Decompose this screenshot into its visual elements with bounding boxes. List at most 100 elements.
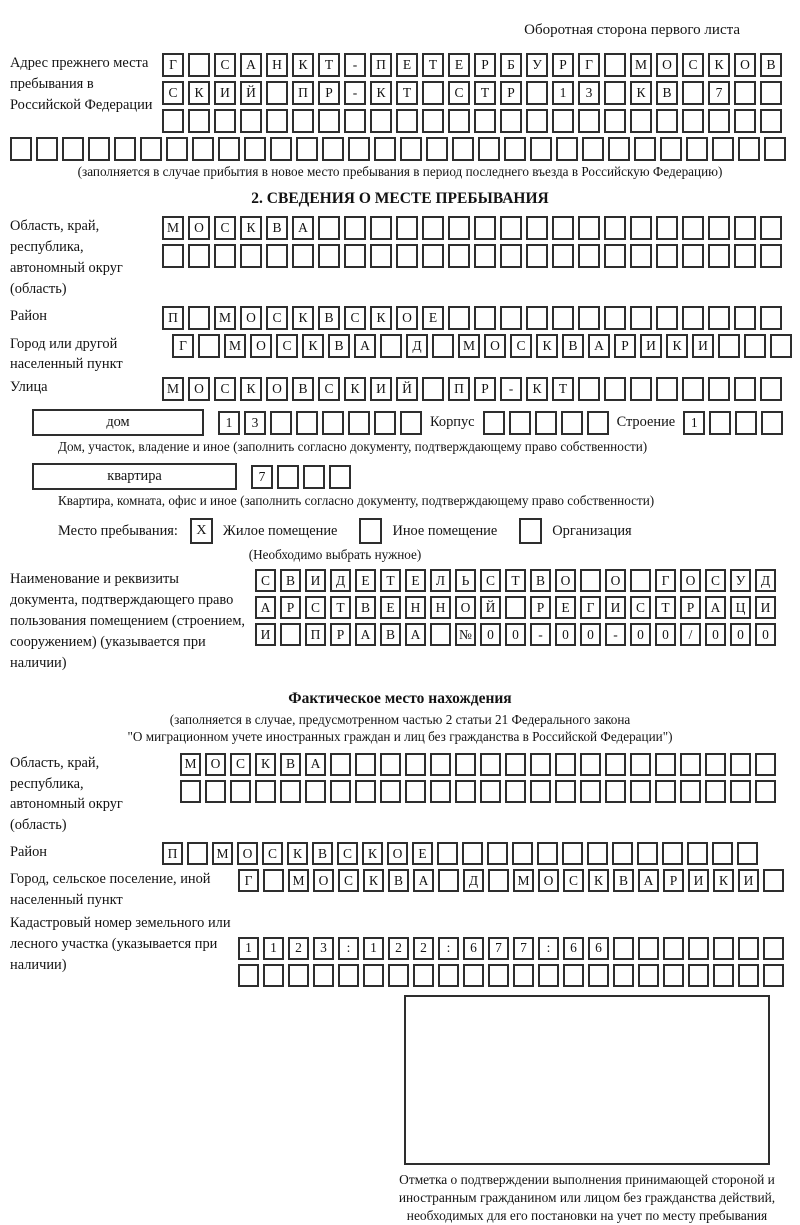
- char-box: С: [214, 216, 236, 240]
- char-box: [630, 109, 652, 133]
- char-box: [562, 842, 583, 866]
- char-box: С: [510, 333, 532, 358]
- char-box: М: [162, 377, 184, 402]
- char-box: [526, 305, 548, 330]
- char-box: К: [370, 81, 392, 105]
- char-box: О: [538, 869, 559, 893]
- char-box: [10, 137, 32, 161]
- char-box: Е: [422, 305, 444, 330]
- char-box: [555, 752, 576, 776]
- korpus-label: Корпус: [430, 414, 475, 431]
- char-box: [205, 779, 226, 803]
- region-row-2: [162, 244, 782, 268]
- char-box: [162, 244, 184, 268]
- char-box: [580, 569, 601, 593]
- char-box: [188, 244, 210, 268]
- char-box: С: [318, 377, 340, 402]
- char-box: :: [538, 936, 559, 960]
- cadastral-label: Кадастровый номер земельного или лесного…: [10, 914, 231, 973]
- char-box: О: [396, 305, 418, 330]
- stay-type-checkbox-organization: [519, 518, 543, 545]
- char-box: 0: [730, 623, 751, 647]
- char-box: [755, 752, 776, 776]
- char-box: [396, 216, 418, 240]
- char-box: К: [363, 869, 384, 893]
- char-box: Т: [655, 596, 676, 620]
- char-box: [238, 963, 259, 987]
- char-box: А: [413, 869, 434, 893]
- char-box: М: [288, 869, 309, 893]
- char-box: [344, 109, 366, 133]
- char-box: С: [162, 81, 184, 105]
- char-box: Е: [412, 842, 433, 866]
- char-box: А: [292, 216, 314, 240]
- char-box: [770, 333, 792, 358]
- char-box: И: [755, 596, 776, 620]
- char-box: П: [370, 53, 392, 77]
- char-box: [505, 752, 526, 776]
- char-box: А: [354, 333, 376, 358]
- char-box: О: [250, 333, 272, 358]
- stay-type-label: Место пребывания:: [58, 522, 178, 539]
- char-box: [214, 109, 236, 133]
- char-box: [660, 137, 682, 161]
- char-box: К: [292, 305, 314, 330]
- char-box: О: [313, 869, 334, 893]
- char-box: [713, 963, 734, 987]
- char-box: [474, 109, 496, 133]
- char-box: [508, 410, 531, 435]
- char-box: [604, 81, 626, 105]
- char-box: О: [237, 842, 258, 866]
- char-box: [682, 244, 704, 268]
- char-box: О: [188, 377, 210, 402]
- char-box: :: [338, 936, 359, 960]
- char-box: [422, 216, 444, 240]
- char-box: О: [455, 596, 476, 620]
- char-box: [604, 109, 626, 133]
- char-box: И: [305, 569, 326, 593]
- char-box: С: [214, 53, 236, 77]
- apartment-cells: 7: [251, 464, 351, 489]
- char-box: [455, 752, 476, 776]
- char-box: Д: [755, 569, 776, 593]
- stay-type-option-organization: Организация: [552, 522, 632, 539]
- char-box: Р: [552, 53, 574, 77]
- confirmation-column: Отметка о подтверждении выполнения прини…: [398, 994, 776, 1225]
- char-box: [630, 779, 651, 803]
- char-box: Е: [555, 596, 576, 620]
- char-box: 0: [630, 623, 651, 647]
- char-box: [355, 752, 376, 776]
- char-box: [680, 779, 701, 803]
- char-box: Р: [280, 596, 301, 620]
- char-box: М: [214, 305, 236, 330]
- char-box: 3: [244, 410, 266, 435]
- char-box: [608, 137, 630, 161]
- char-box: [705, 752, 726, 776]
- char-box: [605, 779, 626, 803]
- char-box: О: [555, 569, 576, 593]
- char-box: Р: [500, 81, 522, 105]
- char-box: А: [305, 752, 326, 776]
- char-box: [452, 137, 474, 161]
- char-box: [266, 81, 288, 105]
- char-box: Е: [355, 569, 376, 593]
- char-box: [355, 779, 376, 803]
- char-box: Р: [318, 81, 340, 105]
- char-box: [478, 137, 500, 161]
- char-box: П: [162, 305, 184, 330]
- char-box: [322, 410, 344, 435]
- district-label: Район: [10, 307, 47, 324]
- char-box: К: [666, 333, 688, 358]
- char-box: Н: [266, 53, 288, 77]
- char-box: [400, 410, 422, 435]
- korpus-cells: [482, 410, 609, 435]
- char-box: [630, 305, 652, 330]
- stay-type-checkbox-dwelling: X: [189, 518, 213, 545]
- char-box: [580, 779, 601, 803]
- char-box: [370, 109, 392, 133]
- char-box: [763, 869, 784, 893]
- char-box: В: [328, 333, 350, 358]
- char-box: В: [760, 53, 782, 77]
